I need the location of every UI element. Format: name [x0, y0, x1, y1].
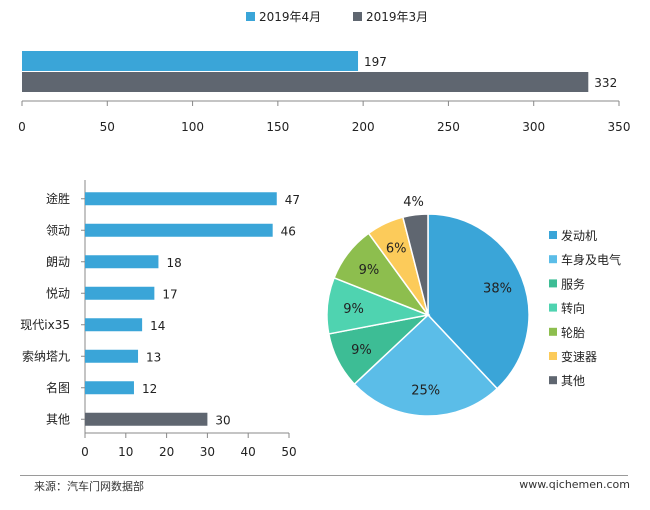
bar-4 — [85, 318, 143, 332]
pie-value-label-6: 4% — [403, 195, 424, 210]
pie-legend-label-6: 其他 — [561, 374, 585, 388]
footer-divider — [20, 475, 628, 476]
category-label-6: 名图 — [46, 380, 70, 395]
pie-slice-1 — [353, 313, 499, 417]
bar-value-label-3: 17 — [162, 287, 177, 301]
pie-slice-0 — [427, 213, 530, 390]
bar-2 — [85, 255, 159, 269]
x-tick-label-0: 0 — [81, 445, 89, 459]
category-label-2: 朗动 — [46, 255, 70, 269]
category-label-0: 途胜 — [46, 191, 70, 206]
pie-value-label-1: 25% — [411, 384, 440, 399]
legend-label-0: 2019年4月 — [259, 10, 321, 24]
bar-value-label-1: 332 — [594, 76, 617, 90]
x-tick-label-4: 40 — [241, 445, 256, 459]
bar-value-label-5: 13 — [146, 350, 161, 364]
pie-legend-label-0: 发动机 — [561, 228, 597, 243]
x-tick-label-5: 250 — [437, 120, 460, 134]
bar-value-label-2: 18 — [166, 256, 181, 270]
pie-value-label-2: 9% — [351, 343, 372, 358]
x-tick-label-2: 20 — [159, 445, 174, 459]
bar-value-label-0: 197 — [364, 55, 387, 69]
bar-1 — [22, 72, 589, 92]
bar-3 — [85, 286, 155, 300]
pie-legend-swatch-5 — [549, 352, 557, 360]
pie-value-label-4: 9% — [359, 263, 380, 278]
bar-value-label-4: 14 — [150, 319, 165, 333]
bar-value-label-1: 46 — [281, 224, 296, 238]
x-tick-label-0: 0 — [18, 120, 26, 134]
category-label-3: 悦动 — [46, 286, 70, 300]
legend-swatch-1 — [353, 12, 362, 21]
x-tick-label-5: 50 — [281, 445, 296, 459]
x-tick-label-3: 30 — [200, 445, 215, 459]
category-label-7: 其他 — [46, 412, 70, 426]
pie-legend-label-4: 轮胎 — [561, 326, 585, 340]
x-tick-label-6: 300 — [522, 120, 545, 134]
bar-1 — [85, 223, 273, 237]
pie-legend-label-2: 服务 — [561, 276, 585, 291]
bar-6 — [85, 381, 134, 395]
bar-5 — [85, 349, 139, 363]
pie-legend-swatch-3 — [549, 303, 557, 312]
pie-legend-swatch-0 — [549, 231, 557, 239]
pie-value-label-0: 38% — [483, 282, 512, 297]
x-tick-label-1: 50 — [100, 120, 115, 134]
x-tick-label-4: 200 — [352, 120, 375, 134]
bar-value-label-7: 30 — [215, 413, 230, 427]
top-bar-chart: 2019年4月 2019年3月 197 332 0 50 100 150 200 250 300 35… — [18, 10, 631, 134]
pie-value-label-5: 6% — [386, 241, 407, 256]
footer-source: 来源：汽车门网数据部 — [34, 480, 144, 493]
bar-0 — [85, 192, 277, 206]
pie-legend-label-5: 变速器 — [561, 349, 597, 364]
pie-legend-label-1: 车身及电气 — [561, 252, 621, 267]
category-label-4: 现代ix35 — [20, 318, 70, 332]
pie-value-label-3: 9% — [343, 302, 364, 317]
legend-swatch-0 — [246, 12, 255, 21]
category-label-1: 领动 — [46, 223, 70, 237]
x-tick-label-3: 150 — [266, 120, 289, 134]
x-tick-label-7: 350 — [608, 120, 631, 134]
pie-legend-swatch-1 — [549, 255, 557, 264]
pie-legend-swatch-6 — [549, 376, 557, 385]
pie-slice-6 — [401, 213, 429, 316]
bar-value-label-6: 12 — [142, 382, 157, 396]
pie-legend-swatch-2 — [549, 279, 557, 288]
category-label-5: 索纳塔九 — [22, 349, 70, 363]
legend-label-1: 2019年3月 — [366, 10, 428, 24]
pie-legend-label-3: 转向 — [561, 301, 585, 316]
bar-7 — [85, 412, 208, 426]
pie-legend-swatch-4 — [549, 327, 557, 336]
x-tick-label-1: 10 — [118, 445, 133, 459]
x-tick-label-2: 100 — [181, 120, 204, 134]
bar-0 — [22, 51, 359, 71]
bar-value-label-0: 47 — [285, 193, 300, 207]
footer-website: www.qichemen.com — [519, 478, 630, 491]
brand-bar-chart: 途胜 47 领动 46 朗动 18 悦动 17 现代ix35 14 索纳塔九 13 名图 12 其他 30 0 1… — [20, 180, 300, 459]
